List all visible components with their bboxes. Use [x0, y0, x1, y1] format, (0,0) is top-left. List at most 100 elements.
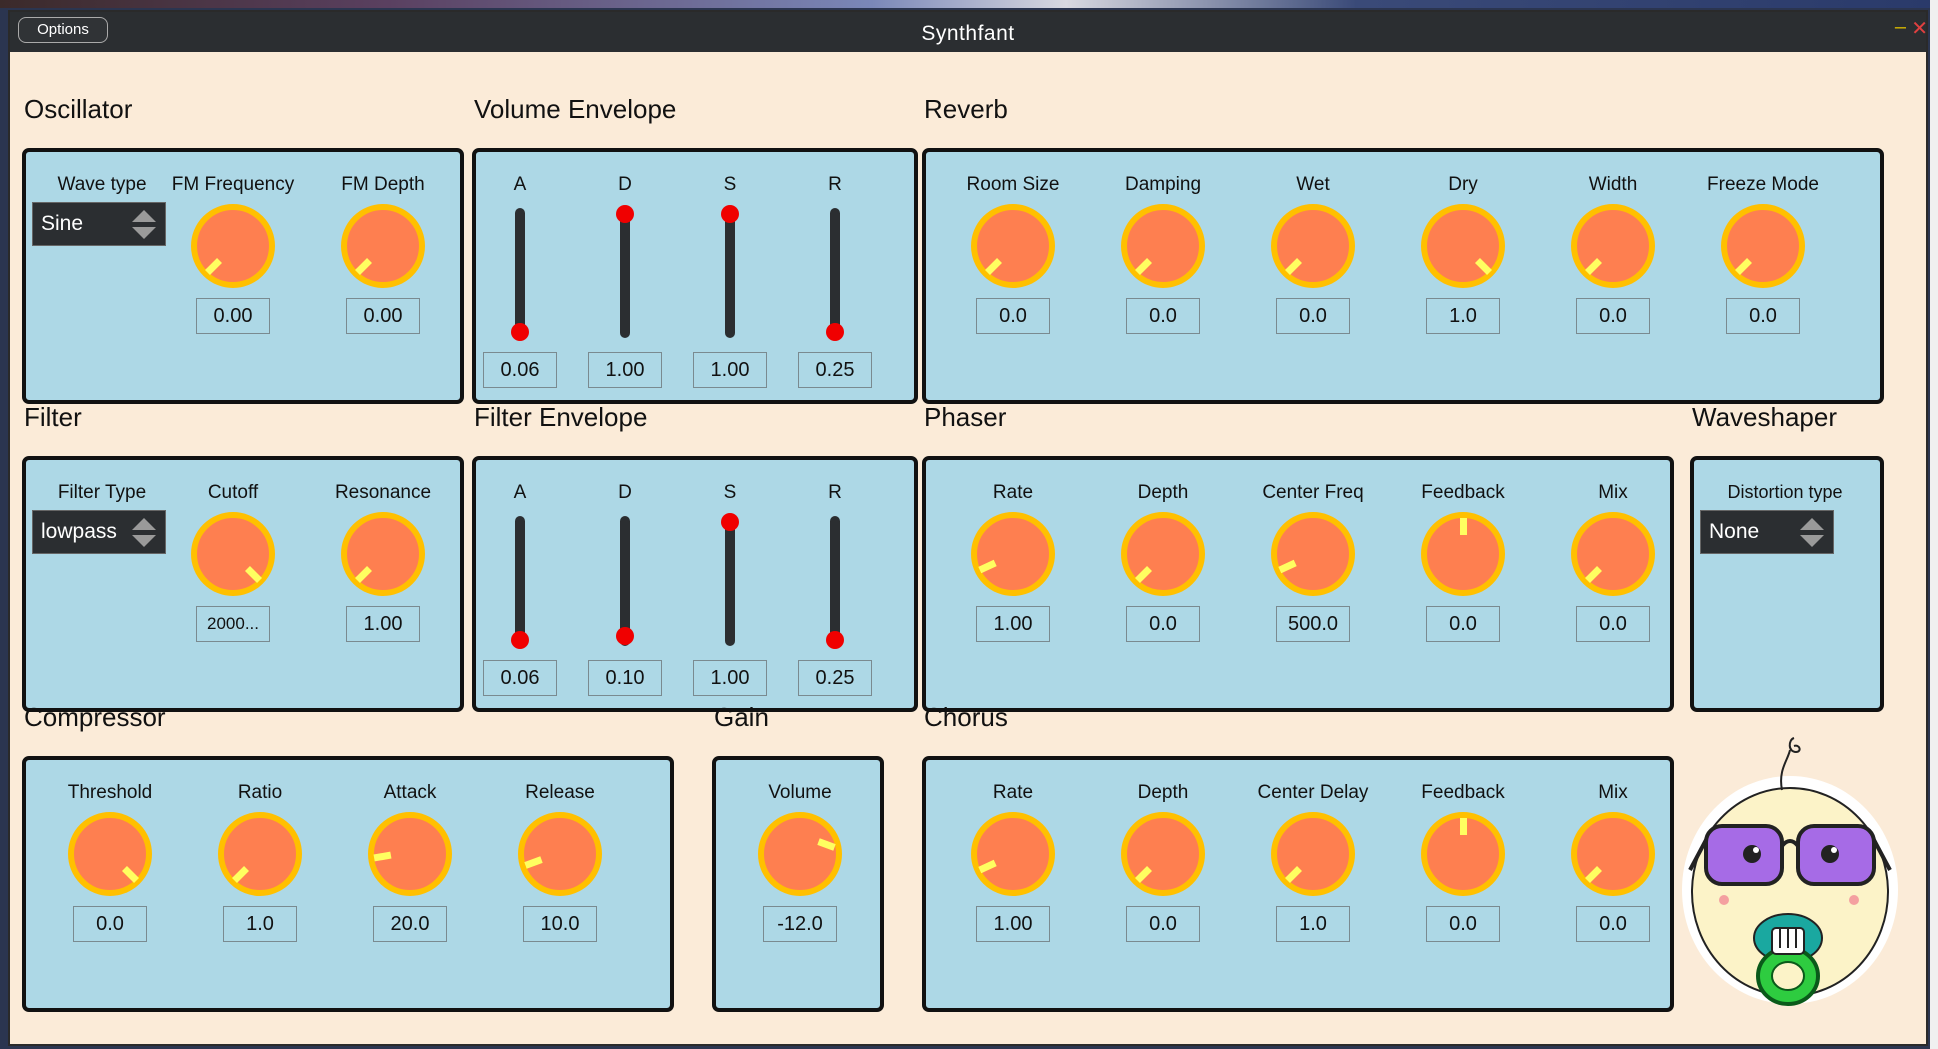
resonance-value[interactable]: 1.00 — [346, 606, 420, 642]
fm-frequency-knob[interactable] — [191, 204, 275, 288]
volume-release-value[interactable]: 0.25 — [798, 352, 872, 388]
filter-sustain-slider[interactable] — [725, 516, 735, 646]
chorus-depth-value[interactable]: 0.0 — [1126, 906, 1200, 942]
center-freq-knob[interactable] — [1271, 512, 1355, 596]
room-size-value[interactable]: 0.0 — [976, 298, 1050, 334]
chorus-depth-knob[interactable] — [1121, 812, 1205, 896]
chorus-rate-value[interactable]: 1.00 — [976, 906, 1050, 942]
damping-value[interactable]: 0.0 — [1126, 298, 1200, 334]
filter-envelope-panel: A 0.06 D 0.10 S 1.00 R 0.25 — [472, 456, 918, 712]
attack-knob[interactable] — [368, 812, 452, 896]
filter-release-slider[interactable] — [830, 516, 840, 646]
filter-decay-slider[interactable] — [620, 516, 630, 646]
volume-decay-slider[interactable] — [620, 208, 630, 338]
phaser-rate-knob[interactable] — [971, 512, 1055, 596]
desktop-background — [0, 0, 1938, 8]
volume-sustain-thumb[interactable] — [721, 205, 739, 223]
volume-release-thumb[interactable] — [826, 323, 844, 341]
wet-knob[interactable] — [1271, 204, 1355, 288]
phaser-mix-value[interactable]: 0.0 — [1576, 606, 1650, 642]
chorus-feedback-label: Feedback — [1421, 782, 1505, 803]
volume-decay-value[interactable]: 1.00 — [588, 352, 662, 388]
filter-attack-thumb[interactable] — [511, 631, 529, 649]
chorus-mix-knob[interactable] — [1571, 812, 1655, 896]
knob-indicator — [1459, 817, 1467, 835]
fm-depth-value[interactable]: 0.00 — [346, 298, 420, 334]
filter-sustain-value[interactable]: 1.00 — [693, 660, 767, 696]
room-size-knob[interactable] — [971, 204, 1055, 288]
knob-indicator — [977, 559, 997, 573]
synthfant-window: Options Synthfant – ✕ Oscillator Wave ty… — [8, 10, 1928, 1046]
baby-mascot-icon — [1682, 737, 1898, 1006]
center-delay-label: Center Delay — [1257, 782, 1369, 803]
filter-sustain-thumb[interactable] — [721, 513, 739, 531]
filter-release-thumb[interactable] — [826, 631, 844, 649]
phaser-depth-value[interactable]: 0.0 — [1126, 606, 1200, 642]
filter-type-select[interactable]: lowpass — [32, 510, 166, 554]
knob-indicator — [1459, 517, 1467, 535]
knob-indicator — [204, 257, 222, 275]
cutoff-knob[interactable] — [191, 512, 275, 596]
center-freq-value[interactable]: 500.0 — [1276, 606, 1350, 642]
volume-attack-slider[interactable] — [515, 208, 525, 338]
fm-depth-knob[interactable] — [341, 204, 425, 288]
volume-sustain-value[interactable]: 1.00 — [693, 352, 767, 388]
filter-decay-value[interactable]: 0.10 — [588, 660, 662, 696]
phaser-rate-label: Rate — [992, 482, 1034, 503]
filter-release-value[interactable]: 0.25 — [798, 660, 872, 696]
center-delay-value[interactable]: 1.0 — [1276, 906, 1350, 942]
freeze-mode-knob[interactable] — [1721, 204, 1805, 288]
cutoff-value[interactable]: 2000... — [196, 606, 270, 642]
phaser-rate-value[interactable]: 1.00 — [976, 606, 1050, 642]
chorus-rate-knob[interactable] — [971, 812, 1055, 896]
options-button[interactable]: Options — [18, 17, 108, 43]
damping-knob[interactable] — [1121, 204, 1205, 288]
volume-release-slider[interactable] — [830, 208, 840, 338]
knob-indicator — [1584, 865, 1602, 883]
phaser-feedback-value[interactable]: 0.0 — [1426, 606, 1500, 642]
phaser-depth-knob[interactable] — [1121, 512, 1205, 596]
filter-attack-value[interactable]: 0.06 — [483, 660, 557, 696]
chorus-mix-value[interactable]: 0.0 — [1576, 906, 1650, 942]
waveshaper-panel: Distortion type None — [1690, 456, 1884, 712]
volume-decay-thumb[interactable] — [616, 205, 634, 223]
chorus-rate-label: Rate — [992, 782, 1034, 803]
phaser-mix-knob[interactable] — [1571, 512, 1655, 596]
chorus-feedback-knob[interactable] — [1421, 812, 1505, 896]
width-value[interactable]: 0.0 — [1576, 298, 1650, 334]
release-value[interactable]: 10.0 — [523, 906, 597, 942]
knob-indicator — [1277, 559, 1297, 573]
dry-value[interactable]: 1.0 — [1426, 298, 1500, 334]
wet-value[interactable]: 0.0 — [1276, 298, 1350, 334]
threshold-value[interactable]: 0.0 — [73, 906, 147, 942]
volume-attack-thumb[interactable] — [511, 323, 529, 341]
release-knob[interactable] — [518, 812, 602, 896]
dry-knob[interactable] — [1421, 204, 1505, 288]
resonance-knob[interactable] — [341, 512, 425, 596]
filter-attack-slider[interactable] — [515, 516, 525, 646]
phaser-feedback-knob[interactable] — [1421, 512, 1505, 596]
filter-decay-thumb[interactable] — [616, 627, 634, 646]
phaser-mix-label: Mix — [1598, 482, 1628, 503]
volume-knob[interactable] — [758, 812, 842, 896]
wave-type-select[interactable]: Sine — [32, 202, 166, 246]
knob-indicator — [816, 837, 836, 851]
center-delay-knob[interactable] — [1271, 812, 1355, 896]
volume-sustain-slider[interactable] — [725, 208, 735, 338]
volume-value[interactable]: -12.0 — [763, 906, 837, 942]
freeze-mode-value[interactable]: 0.0 — [1726, 298, 1800, 334]
attack-value[interactable]: 20.0 — [373, 906, 447, 942]
volume-attack-value[interactable]: 0.06 — [483, 352, 557, 388]
title-bar[interactable]: Options Synthfant – ✕ — [10, 12, 1928, 52]
chorus-feedback-value[interactable]: 0.0 — [1426, 906, 1500, 942]
width-knob[interactable] — [1571, 204, 1655, 288]
minimize-button[interactable]: – — [1894, 16, 1906, 38]
volume-attack-label: A — [513, 174, 527, 195]
close-button[interactable]: ✕ — [1911, 18, 1928, 40]
ratio-knob[interactable] — [218, 812, 302, 896]
knob-indicator — [121, 865, 139, 883]
distortion-type-select[interactable]: None — [1700, 510, 1834, 554]
ratio-value[interactable]: 1.0 — [223, 906, 297, 942]
fm-frequency-value[interactable]: 0.00 — [196, 298, 270, 334]
threshold-knob[interactable] — [68, 812, 152, 896]
